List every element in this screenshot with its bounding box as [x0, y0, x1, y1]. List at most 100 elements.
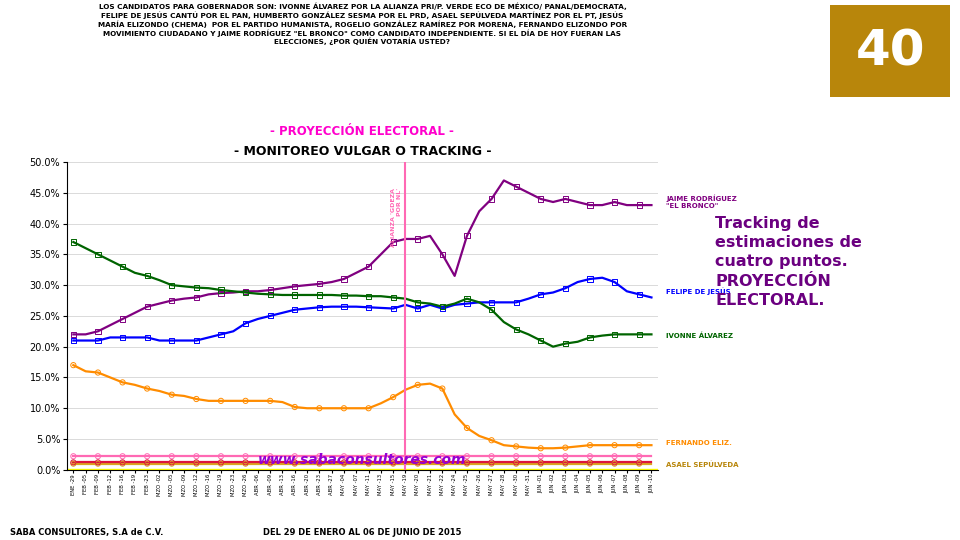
Text: IVONNE ÁLVAREZ: IVONNE ÁLVAREZ — [666, 332, 733, 339]
Point — [139, 272, 155, 280]
Point — [115, 262, 131, 271]
Point — [287, 403, 302, 411]
Point — [115, 333, 131, 342]
Point — [459, 299, 474, 308]
Point — [509, 460, 524, 468]
Point — [336, 452, 351, 461]
Point — [607, 198, 622, 206]
Point — [213, 286, 228, 294]
Point — [509, 452, 524, 461]
Point — [361, 303, 376, 312]
Point — [484, 306, 499, 314]
Point — [361, 404, 376, 413]
Point — [435, 302, 450, 311]
Point — [287, 282, 302, 291]
Point — [115, 315, 131, 323]
Point — [435, 384, 450, 393]
Point — [90, 458, 106, 467]
Point — [312, 404, 327, 413]
Point — [287, 291, 302, 299]
Point — [386, 304, 401, 313]
Point — [410, 460, 425, 468]
Point — [139, 452, 155, 461]
Point — [189, 452, 204, 461]
Point — [213, 460, 228, 468]
Point — [189, 336, 204, 345]
Point — [139, 302, 155, 311]
Point — [632, 201, 647, 210]
Point — [558, 194, 573, 203]
Point — [386, 460, 401, 468]
Point — [410, 381, 425, 389]
Bar — [67, 469, 658, 471]
Point — [558, 339, 573, 348]
Point — [533, 458, 548, 467]
Point — [262, 290, 277, 299]
Point — [361, 458, 376, 467]
Point — [164, 460, 180, 468]
Point — [386, 293, 401, 302]
Point — [410, 304, 425, 313]
Point — [139, 460, 155, 468]
Point — [213, 458, 228, 467]
Point — [262, 286, 277, 294]
Point — [484, 298, 499, 307]
Point — [65, 361, 81, 369]
Point — [164, 296, 180, 305]
Point — [65, 460, 81, 468]
Point — [410, 452, 425, 461]
Point — [459, 232, 474, 240]
Point — [632, 458, 647, 467]
Point — [262, 396, 277, 405]
Point — [336, 275, 351, 284]
Point — [287, 460, 302, 468]
Point — [558, 460, 573, 468]
Point — [435, 452, 450, 461]
Point — [238, 288, 253, 297]
Point — [558, 443, 573, 452]
Text: www.sabaconsultores.com: www.sabaconsultores.com — [258, 453, 467, 467]
Point — [607, 441, 622, 449]
Point — [509, 183, 524, 191]
Point — [558, 452, 573, 461]
Point — [65, 458, 81, 467]
Point — [632, 441, 647, 449]
Text: ALIANZA 'GDEZA
POR NL': ALIANZA 'GDEZA POR NL' — [391, 188, 401, 247]
Point — [164, 452, 180, 461]
Text: - MONITOREO VULGAR O TRACKING -: - MONITOREO VULGAR O TRACKING - — [233, 145, 492, 158]
Point — [238, 287, 253, 295]
Point — [583, 452, 598, 461]
Point — [213, 289, 228, 298]
Point — [361, 452, 376, 461]
Point — [533, 290, 548, 299]
Point — [312, 458, 327, 467]
Point — [386, 458, 401, 467]
Point — [90, 336, 106, 345]
Point — [189, 458, 204, 467]
Point — [238, 396, 253, 405]
Point — [607, 458, 622, 467]
Text: FERNANDO ELIZ.: FERNANDO ELIZ. — [666, 440, 732, 447]
Point — [336, 460, 351, 468]
Point — [361, 292, 376, 301]
Point — [509, 298, 524, 307]
Point — [533, 452, 548, 461]
Point — [90, 327, 106, 335]
Point — [287, 306, 302, 314]
Point — [238, 458, 253, 467]
Point — [65, 330, 81, 339]
Point — [115, 378, 131, 387]
Point — [484, 452, 499, 461]
Text: SABA CONSULTORES, S.A de C.V.: SABA CONSULTORES, S.A de C.V. — [10, 528, 163, 537]
Point — [558, 458, 573, 467]
Point — [262, 312, 277, 320]
Text: ASAEL SEPÚLVEDA: ASAEL SEPÚLVEDA — [666, 461, 738, 468]
Point — [410, 234, 425, 243]
Point — [509, 442, 524, 451]
Point — [189, 395, 204, 403]
Point — [90, 452, 106, 461]
Point — [509, 458, 524, 467]
Point — [484, 460, 499, 468]
Point — [164, 281, 180, 289]
Point — [459, 460, 474, 468]
